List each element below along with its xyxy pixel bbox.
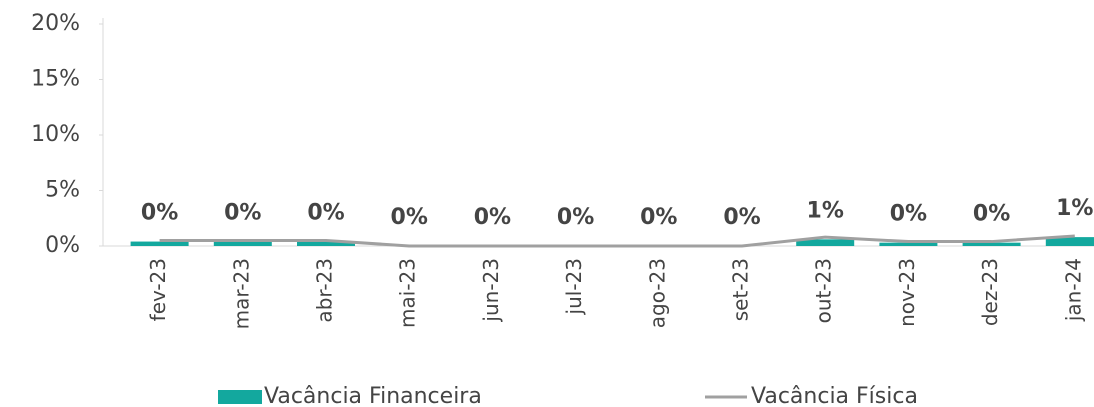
data-label: 0% bbox=[474, 205, 511, 230]
data-label: 0% bbox=[557, 205, 594, 230]
data-label: 1% bbox=[1056, 196, 1093, 221]
x-tick-label: out-23 bbox=[812, 258, 836, 323]
data-label: 0% bbox=[973, 202, 1010, 227]
data-label: 0% bbox=[391, 205, 428, 230]
x-tick-label: jul-23 bbox=[562, 258, 586, 315]
bar bbox=[130, 241, 189, 246]
bar bbox=[213, 241, 272, 246]
data-label: 0% bbox=[723, 205, 760, 230]
line bbox=[159, 234, 1075, 248]
y-tick-label: 10% bbox=[31, 122, 80, 147]
x-tick-label: nov-23 bbox=[895, 258, 919, 327]
y-tick-label: 0% bbox=[45, 233, 80, 258]
y-tick-label: 5% bbox=[45, 178, 80, 203]
x-tick-label: jan-24 bbox=[1061, 258, 1085, 322]
bar bbox=[962, 242, 1021, 246]
legend-label: Vacância Física bbox=[751, 384, 918, 407]
y-tick-label: 15% bbox=[31, 67, 80, 92]
x-tick-label: abr-23 bbox=[313, 258, 337, 323]
legend-swatch bbox=[218, 390, 262, 404]
bar bbox=[796, 239, 855, 246]
y-tick-label: 20% bbox=[31, 11, 80, 36]
x-tick-label: dez-23 bbox=[978, 258, 1002, 326]
data-label: 0% bbox=[640, 205, 677, 230]
legend-label: Vacância Financeira bbox=[264, 384, 482, 407]
x-tick-label: mar-23 bbox=[229, 258, 253, 329]
data-label: 0% bbox=[224, 201, 261, 226]
data-label: 0% bbox=[307, 201, 344, 226]
data-label: 1% bbox=[807, 198, 844, 223]
bar bbox=[1045, 237, 1094, 246]
data-label: 0% bbox=[141, 201, 178, 226]
bar bbox=[879, 242, 938, 246]
x-tick-label: ago-23 bbox=[645, 258, 669, 328]
data-label: 0% bbox=[890, 202, 927, 227]
x-tick-label: jun-23 bbox=[479, 258, 503, 323]
x-tick-label: set-23 bbox=[729, 258, 753, 321]
x-tick-label: mai-23 bbox=[396, 258, 420, 328]
bar bbox=[297, 241, 355, 246]
x-tick-label: fev-23 bbox=[146, 258, 170, 321]
